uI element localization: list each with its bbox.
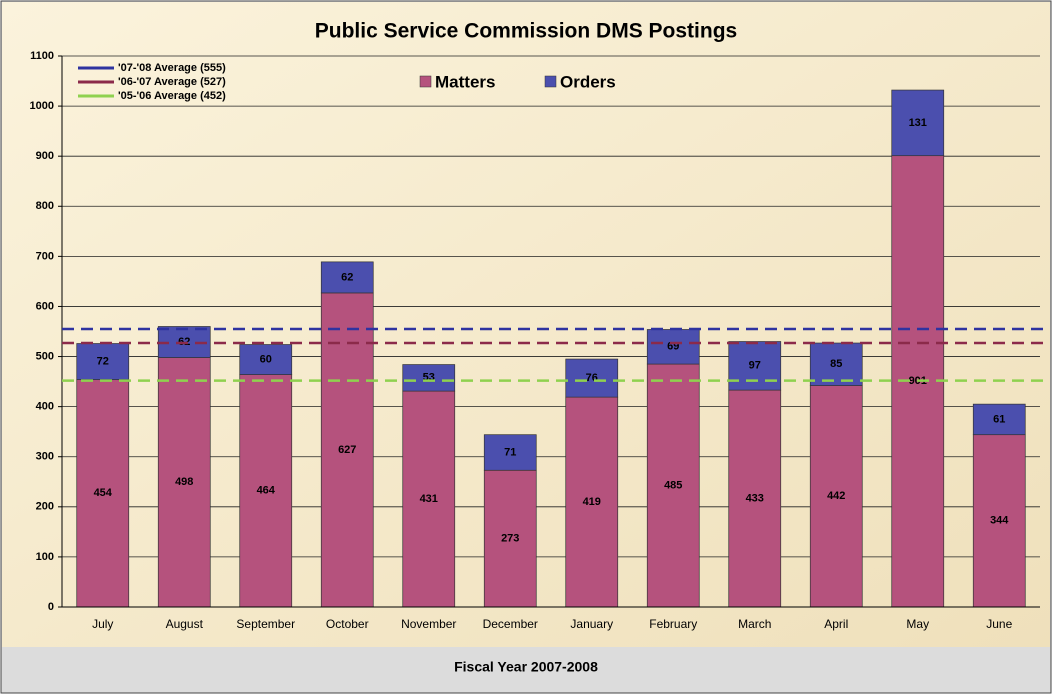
value-label: 60: [260, 353, 272, 365]
bar-segment: [891, 89, 945, 157]
x-tick-label: June: [986, 617, 1012, 631]
x-tick-label: July: [92, 617, 113, 631]
value-label: 344: [990, 515, 1009, 527]
y-tick-label: 1100: [30, 50, 54, 62]
x-tick-label: April: [824, 617, 848, 631]
y-tick-label: 100: [36, 551, 54, 563]
bar-segment: [565, 358, 619, 398]
bar-segment: [809, 342, 863, 386]
x-axis-label: Fiscal Year 2007-2008: [454, 659, 598, 675]
x-tick-label: September: [236, 617, 295, 631]
legend-label: '05-'06 Average (452): [118, 90, 226, 102]
y-tick-label: 400: [36, 401, 54, 413]
value-label: 485: [664, 479, 682, 491]
bar-segment: [239, 374, 293, 608]
value-label: 61: [993, 413, 1005, 425]
x-tick-label: August: [166, 617, 204, 631]
value-label: 76: [586, 372, 598, 384]
y-tick-label: 500: [36, 350, 54, 362]
bar-segment: [320, 292, 374, 608]
x-tick-label: December: [483, 617, 538, 631]
y-tick-label: 300: [36, 451, 54, 463]
bar-segment: [402, 390, 456, 608]
bar-segment: [972, 434, 1026, 608]
y-tick-label: 0: [48, 601, 54, 613]
bar-segment: [320, 261, 374, 294]
bar-segment: [972, 403, 1026, 436]
y-tick-label: 700: [36, 250, 54, 262]
bar-segment: [76, 379, 130, 608]
value-label: 454: [94, 487, 113, 499]
x-tick-label: October: [326, 617, 369, 631]
value-label: 72: [97, 355, 109, 367]
bar-segment: [728, 389, 782, 608]
x-tick-label: February: [649, 617, 697, 631]
bar-segment: [646, 363, 700, 608]
legend-label: '07-'08 Average (555): [118, 62, 226, 74]
y-tick-label: 600: [36, 300, 54, 312]
bar-segment: [239, 344, 293, 375]
y-tick-label: 900: [36, 150, 54, 162]
value-label: 498: [175, 476, 193, 488]
y-tick-label: 800: [36, 200, 54, 212]
legend-label: Matters: [435, 72, 495, 91]
value-label: 85: [830, 358, 842, 370]
x-tick-label: March: [738, 617, 771, 631]
value-label: 71: [504, 446, 516, 458]
y-tick-label: 1000: [30, 100, 54, 112]
value-label: 464: [257, 485, 276, 497]
bar-segment: [565, 396, 619, 608]
value-label: 62: [341, 271, 353, 283]
value-label: 442: [827, 490, 845, 502]
x-tick-label: November: [401, 617, 456, 631]
bar-segment: [728, 341, 782, 391]
x-tick-label: January: [570, 617, 613, 631]
value-label: 53: [423, 372, 435, 384]
legend-label: '06-'07 Average (527): [118, 76, 226, 88]
value-label: 433: [746, 492, 764, 504]
value-label: 627: [338, 444, 356, 456]
legend-swatch: [419, 75, 432, 88]
value-label: 97: [749, 360, 761, 372]
value-label: 431: [420, 493, 438, 505]
chart-title: Public Service Commission DMS Postings: [315, 20, 737, 43]
bar-segment: [402, 364, 456, 392]
value-label: 131: [909, 117, 927, 129]
bar-segment: [483, 469, 537, 608]
bar-segment: [809, 385, 863, 608]
bar-segment: [483, 434, 537, 471]
value-label: 273: [501, 533, 519, 545]
x-tick-label: May: [906, 617, 929, 631]
value-label: 419: [583, 496, 601, 508]
legend-swatch: [544, 75, 557, 88]
y-tick-label: 200: [36, 501, 54, 513]
legend-label: Orders: [560, 72, 616, 91]
